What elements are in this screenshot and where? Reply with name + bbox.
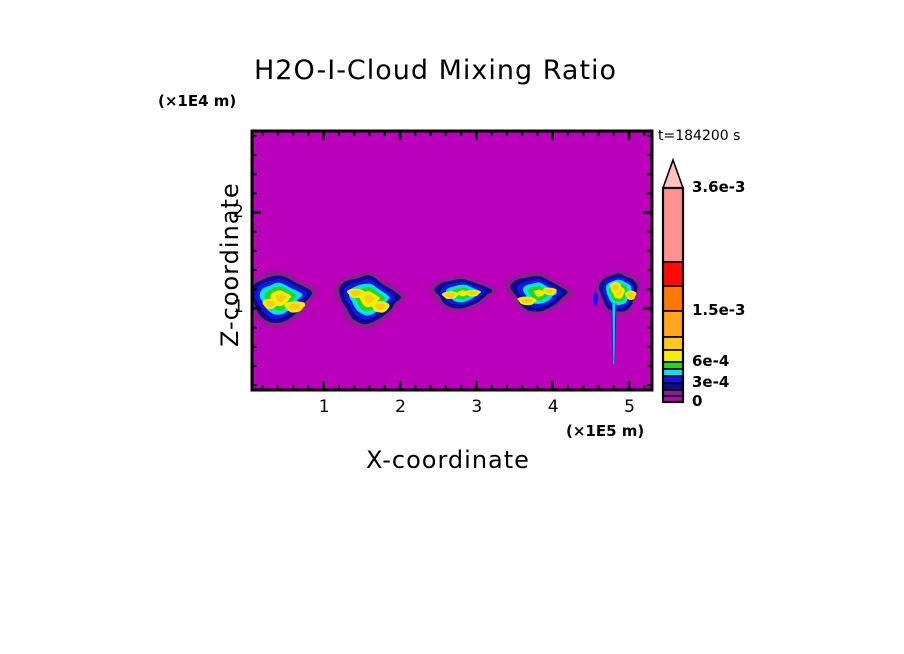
colorbar-tick-label: 3e-4 [692, 373, 730, 391]
contour-fragment [592, 292, 599, 307]
colorbar-segment [662, 310, 684, 338]
colorbar-segment [662, 187, 684, 263]
colorbar-segment [662, 361, 684, 370]
contour-core-inner [612, 284, 619, 291]
y-tick-label: 1 [233, 297, 244, 318]
colorbar-segment [662, 336, 684, 351]
contour-core-inner [445, 292, 456, 298]
page-title: H2O-I-Cloud Mixing Ratio [254, 55, 618, 86]
colorbar-segment [662, 375, 684, 384]
colorbar-segment [662, 349, 684, 363]
contour-band [533, 289, 546, 297]
time-annotation: t=184200 s [658, 128, 741, 144]
colorbar [661, 157, 685, 404]
x-axis-unit-label: (×1E5 m) [566, 422, 645, 440]
y-axis-unit-label: (×1E4 m) [158, 92, 237, 110]
x-tick-label: 4 [547, 397, 559, 417]
contour-core-inner [545, 289, 554, 294]
contour-band [364, 294, 375, 304]
colorbar-tick-label: 6e-4 [692, 352, 730, 370]
x-tick-label: 3 [471, 397, 483, 417]
y-tick-label: 2 [233, 201, 244, 222]
x-tick-label: 2 [395, 397, 406, 417]
colorbar-tick-label: 1.5e-3 [692, 301, 746, 319]
contour-band [275, 294, 287, 303]
colorbar-outline [661, 186, 685, 404]
colorbar-tick-label: 0 [692, 392, 703, 410]
contour-core-inner [350, 290, 361, 296]
plot-frame [250, 129, 654, 392]
x-tick-label: 5 [624, 397, 635, 417]
contour-core-inner [288, 303, 301, 311]
contour-core-inner [468, 291, 478, 296]
contour-core-inner [627, 292, 634, 298]
colorbar-tick-label: 3.6e-3 [692, 178, 746, 196]
x-axis-title: X-coordinate [366, 446, 530, 474]
contour-tail [612, 303, 616, 365]
plot-background [252, 131, 652, 390]
colorbar-segment [662, 285, 684, 312]
contour-field [252, 270, 641, 365]
colorbar-segment [662, 389, 684, 397]
contour-core-inner [521, 298, 533, 304]
axis-frame [250, 129, 654, 392]
colorbar-arrow-icon [661, 157, 685, 189]
colorbar-segment [662, 368, 684, 377]
x-tick-label: 1 [318, 397, 330, 417]
colorbar-segment [662, 382, 684, 391]
colorbar-segment [662, 261, 684, 287]
contour-core-inner [265, 300, 275, 307]
contour-core-inner [374, 303, 386, 310]
